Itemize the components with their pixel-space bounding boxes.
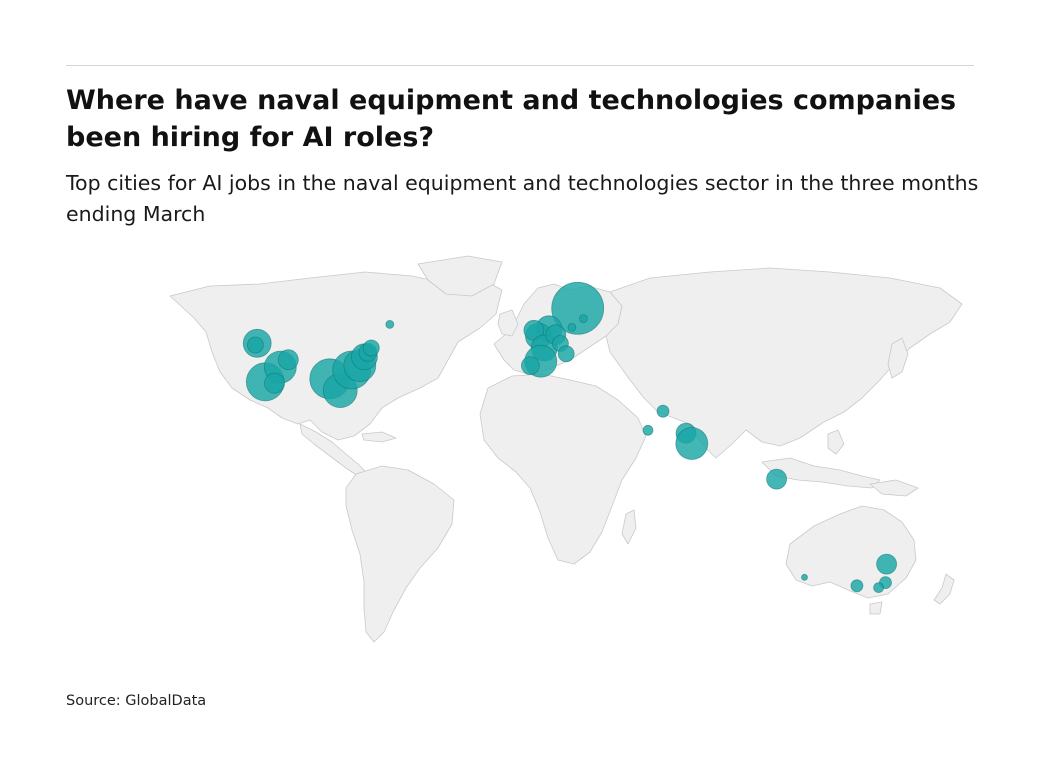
city-bubble[interactable] <box>850 579 864 593</box>
city-bubble[interactable] <box>551 281 605 335</box>
source-note: Source: GlobalData <box>66 693 207 709</box>
land-uk <box>497 309 519 337</box>
city-bubble[interactable] <box>567 323 577 332</box>
city-bubble[interactable] <box>385 320 395 329</box>
city-bubble[interactable] <box>557 345 575 363</box>
city-bubble[interactable] <box>578 314 588 323</box>
city-bubble[interactable] <box>876 553 897 575</box>
land-new-zealand <box>933 573 955 605</box>
land-australia <box>785 505 917 599</box>
city-bubble[interactable] <box>362 339 380 357</box>
city-bubble[interactable] <box>520 356 540 375</box>
land-philippines <box>827 429 845 455</box>
land-south-america <box>345 465 455 643</box>
bubble-layer <box>242 281 897 594</box>
land-japan <box>887 337 909 379</box>
land-asia <box>605 267 963 459</box>
city-bubble[interactable] <box>675 427 709 460</box>
top-divider <box>66 65 974 66</box>
chart-subtitle: Top cities for AI jobs in the naval equi… <box>66 171 979 226</box>
city-bubble[interactable] <box>247 336 264 354</box>
city-bubble[interactable] <box>656 404 670 418</box>
land-greenland <box>417 255 503 297</box>
city-bubble[interactable] <box>264 372 285 394</box>
chart-title: Where have naval equipment and technolog… <box>66 85 957 153</box>
city-bubble[interactable] <box>766 468 787 490</box>
city-bubble[interactable] <box>642 424 654 436</box>
world-map <box>169 255 963 643</box>
land-africa <box>479 373 647 565</box>
city-bubble[interactable] <box>277 349 299 371</box>
city-bubble[interactable] <box>873 582 884 594</box>
city-bubble[interactable] <box>801 573 808 581</box>
land-new-guinea <box>869 479 919 497</box>
land-north-america <box>169 271 503 441</box>
land-tasmania <box>869 601 883 615</box>
land-madagascar <box>621 509 637 545</box>
land-caribbean <box>361 431 397 443</box>
